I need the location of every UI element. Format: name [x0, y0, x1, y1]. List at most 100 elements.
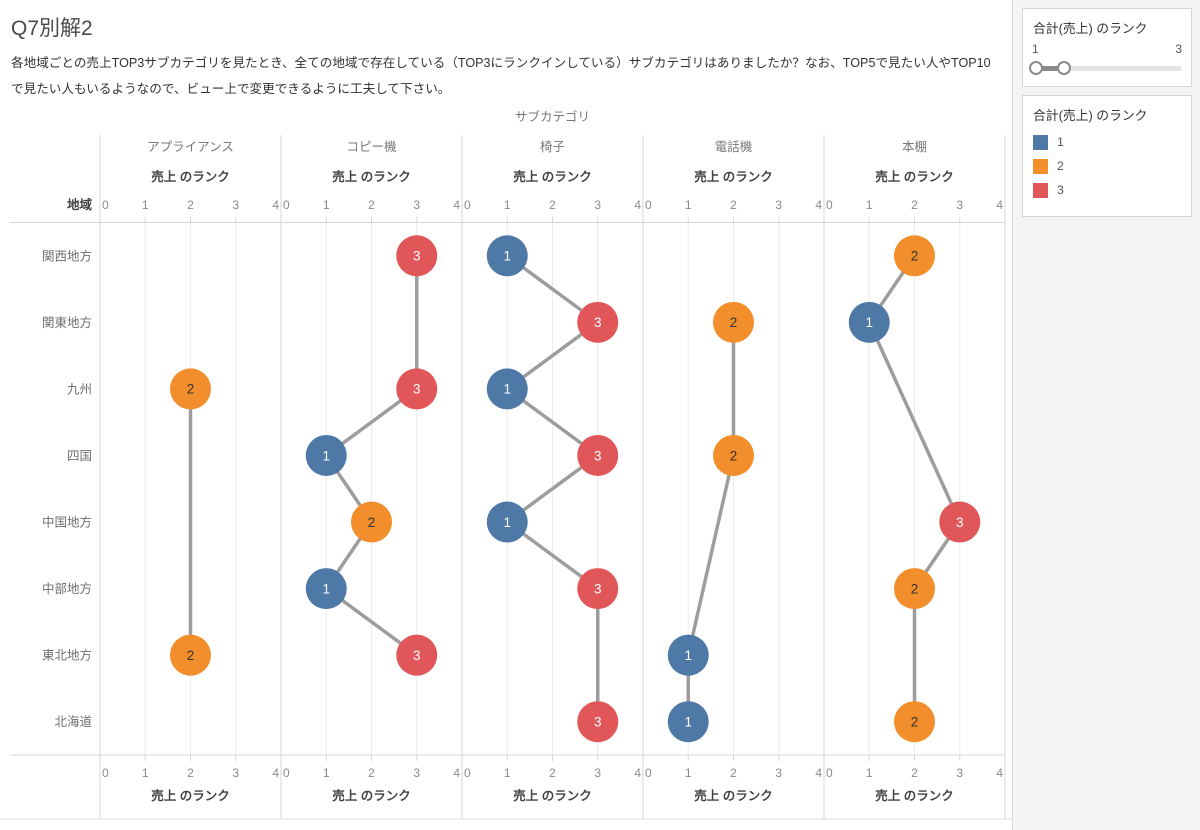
row-label: 中国地方: [42, 515, 92, 530]
axis-tick-label-top: 4: [453, 198, 460, 212]
row-label: 関東地方: [42, 315, 92, 330]
rank-legend-card: 合計(売上) のランク 1 2 3: [1022, 95, 1192, 217]
rank-mark[interactable]: [577, 434, 619, 476]
axis-tick-label-bottom: 3: [413, 766, 420, 780]
column-header: 電話機: [715, 139, 753, 154]
rank-mark[interactable]: [939, 501, 981, 543]
rank-mark[interactable]: [894, 568, 935, 610]
rank-mark[interactable]: [667, 634, 709, 676]
axis-tick-label-top: 1: [142, 198, 149, 212]
slider-handle-max[interactable]: [1056, 61, 1071, 75]
row-label: 北海道: [54, 714, 92, 729]
rank-mark[interactable]: [305, 434, 347, 476]
axis-tick-label-top: 4: [996, 198, 1003, 212]
axis-tick-label-bottom: 4: [453, 766, 460, 780]
axis-tick-label-bottom: 2: [368, 766, 375, 780]
axis-title-top: 売上 のランク: [151, 169, 229, 184]
range-slider[interactable]: [1029, 60, 1182, 76]
legend-item[interactable]: 3: [1033, 178, 1181, 202]
rank-mark-label: 2: [730, 315, 738, 330]
rank-mark[interactable]: [486, 235, 528, 277]
axis-tick-label-bottom: 1: [504, 766, 511, 780]
axis-tick-label-top: 2: [368, 198, 375, 212]
rank-connector-line: [686, 322, 736, 722]
legend-item-label: 1: [1057, 135, 1064, 149]
row-label: 九州: [67, 382, 92, 396]
axis-title-bottom: 売上 のランク: [151, 788, 229, 803]
axis-title-bottom: 売上 のランク: [513, 788, 591, 803]
rank-mark-label: 2: [911, 715, 919, 730]
axis-tick-label-top: 1: [504, 198, 511, 212]
axis-tick-label-bottom: 1: [685, 766, 692, 780]
axis-tick-label-bottom: 1: [866, 766, 873, 780]
filter-min-value: 1: [1032, 42, 1039, 56]
axis-tick-label-bottom: 1: [142, 766, 149, 780]
legend-color-swatch[interactable]: [1033, 158, 1048, 174]
rank-mark-label: 1: [503, 382, 511, 397]
rank-mark[interactable]: [396, 634, 438, 676]
axis-tick-label-bottom: 4: [272, 766, 279, 780]
axis-tick-label-top: 1: [323, 198, 330, 212]
legend-title: 合計(売上) のランク: [1033, 108, 1148, 123]
axis-tick-label-bottom: 3: [956, 766, 963, 780]
rank-mark[interactable]: [486, 501, 528, 543]
rank-mark[interactable]: [577, 568, 619, 610]
axis-tick-label-top: 4: [815, 198, 822, 212]
axis-tick-label-top: 0: [645, 198, 652, 212]
rank-mark[interactable]: [894, 701, 935, 743]
row-label: 東北地方: [42, 648, 92, 663]
rank-mark[interactable]: [894, 235, 935, 277]
page-title: Q7別解2: [11, 17, 93, 40]
axis-tick-label-bottom: 4: [996, 766, 1003, 780]
axis-tick-label-top: 0: [464, 198, 471, 212]
rows-field-label: 地域: [67, 197, 93, 212]
rank-mark[interactable]: [848, 301, 890, 343]
legend-item[interactable]: 1: [1033, 130, 1181, 154]
axis-tick-label-bottom: 2: [187, 766, 194, 780]
rank-mark[interactable]: [486, 368, 528, 410]
rank-mark[interactable]: [667, 701, 709, 743]
axis-tick-label-bottom: 2: [911, 766, 918, 780]
axis-tick-label-top: 2: [730, 198, 737, 212]
rank-mark[interactable]: [170, 368, 211, 410]
slider-handle-min[interactable]: [1029, 61, 1043, 75]
axis-tick-label-top: 3: [594, 198, 601, 212]
sidebar: 合計(売上) のランク 1 3 合計(売上) のランク 1 2 3: [1012, 0, 1200, 830]
legend-color-swatch[interactable]: [1033, 134, 1048, 150]
legend-color-swatch[interactable]: [1033, 182, 1048, 198]
rank-mark[interactable]: [577, 701, 619, 743]
legend-item[interactable]: 2: [1033, 154, 1181, 178]
axis-tick-label-top: 0: [102, 198, 109, 212]
axis-tick-label-top: 4: [272, 198, 279, 212]
rank-mark[interactable]: [713, 301, 754, 343]
slider-selected-range[interactable]: [1035, 66, 1064, 71]
rank-mark-label: 2: [911, 581, 919, 596]
axis-tick-label-top: 2: [187, 198, 194, 212]
rank-mark[interactable]: [396, 235, 438, 277]
rank-mark-label: 3: [413, 648, 421, 663]
rank-mark[interactable]: [305, 568, 347, 610]
rank-mark[interactable]: [396, 368, 438, 410]
axis-title-top: 売上 のランク: [875, 169, 953, 184]
axis-tick-label-top: 2: [549, 198, 556, 212]
columns-field-label: サブカテゴリ: [515, 109, 590, 124]
legend-item-label: 2: [1057, 159, 1064, 173]
axis-tick-label-bottom: 0: [826, 766, 833, 780]
axis-tick-label-bottom: 2: [730, 766, 737, 780]
rank-mark-label: 1: [684, 648, 692, 663]
slider-track[interactable]: [1032, 66, 1182, 71]
rank-mark[interactable]: [170, 634, 211, 676]
rank-mark[interactable]: [713, 434, 754, 476]
rank-mark-label: 1: [503, 249, 511, 264]
filter-title: 合計(売上) のランク: [1033, 21, 1148, 36]
axis-tick-label-top: 0: [283, 198, 290, 212]
axis-tick-label-bottom: 4: [815, 766, 822, 780]
row-label: 関西地方: [42, 248, 92, 263]
rank-mark[interactable]: [577, 301, 619, 343]
rank-mark[interactable]: [351, 501, 392, 543]
page-description: 各地域ごとの売上TOP3サブカテゴリを見たとき、全ての地域で存在している（TOP…: [11, 56, 991, 96]
rank-mark-label: 2: [187, 382, 195, 397]
rank-mark-label: 2: [187, 648, 195, 663]
axis-tick-label-bottom: 0: [102, 766, 109, 780]
